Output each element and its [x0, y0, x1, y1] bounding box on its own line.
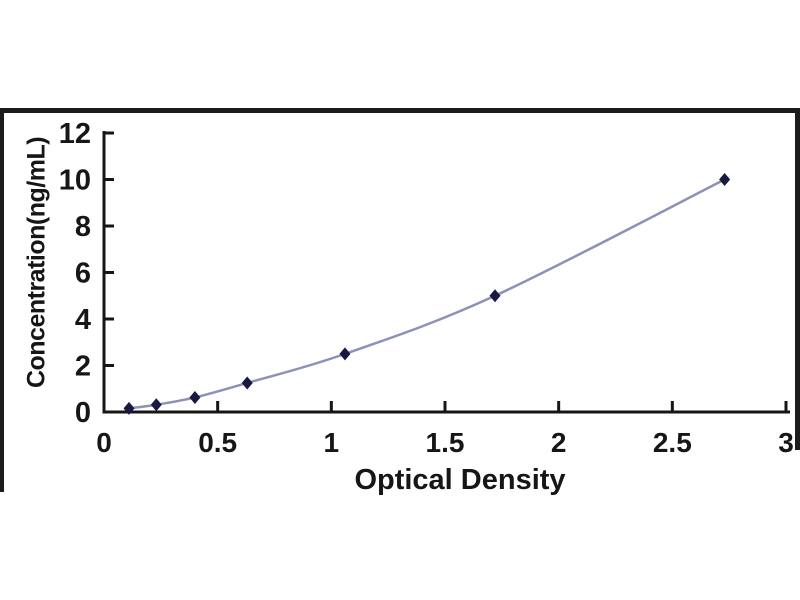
x-tick-label: 0 [96, 427, 112, 458]
y-axis-title: Concentration(ng/mL) [22, 136, 51, 389]
x-tick-label: 2 [551, 427, 567, 458]
curve-line [128, 178, 726, 410]
y-tick-label: 0 [75, 397, 91, 429]
y-tick-label: 2 [75, 351, 91, 383]
data-point-marker [241, 376, 253, 390]
data-point-marker [150, 398, 162, 412]
y-tick-label: 8 [75, 211, 91, 243]
x-axis-title: Optical Density [354, 464, 566, 496]
data-point-marker [339, 347, 351, 361]
x-tick-label: 3 [778, 427, 794, 458]
x-tick-label: 1 [324, 427, 340, 458]
image-frame-top-border [0, 108, 800, 113]
x-tick-label: 0.5 [198, 427, 237, 458]
data-point-marker [123, 401, 135, 415]
data-point-marker [719, 173, 731, 186]
data-point-marker [189, 390, 201, 404]
image-frame-left-border [0, 108, 4, 492]
image-frame-right-border [795, 108, 800, 450]
y-tick-label: 10 [59, 165, 91, 197]
y-tick-label: 12 [59, 118, 91, 150]
axis-spine [102, 131, 790, 414]
data-point-marker [489, 289, 501, 303]
x-tick-label: 1.5 [426, 427, 465, 458]
y-tick-label: 6 [75, 258, 91, 290]
y-tick-label: 4 [75, 304, 91, 336]
x-tick-label: 2.5 [653, 427, 692, 458]
